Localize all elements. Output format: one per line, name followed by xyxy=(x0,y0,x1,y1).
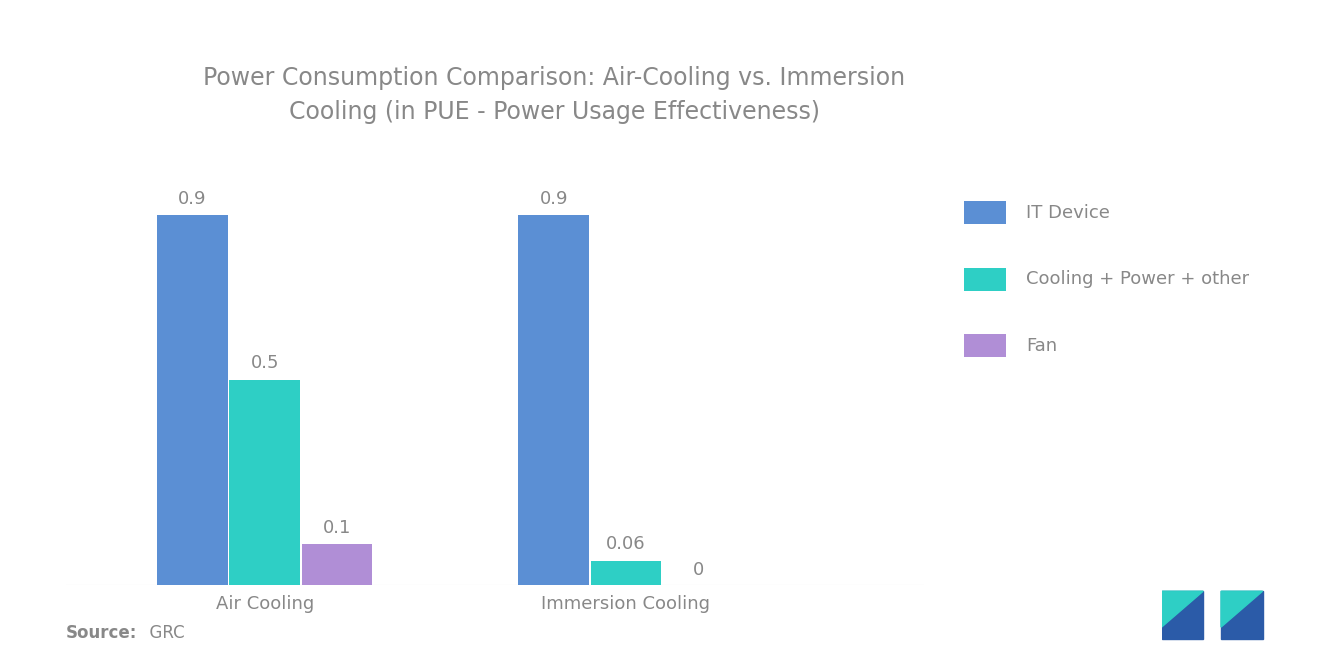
Text: 0: 0 xyxy=(693,561,704,579)
Text: GRC: GRC xyxy=(139,624,185,642)
Polygon shape xyxy=(1162,591,1203,639)
Bar xyxy=(301,544,372,585)
Text: 0.06: 0.06 xyxy=(606,535,645,553)
Text: Cooling + Power + other: Cooling + Power + other xyxy=(1027,270,1250,289)
Text: 0.9: 0.9 xyxy=(540,190,568,208)
Polygon shape xyxy=(1221,591,1262,639)
Text: Power Consumption Comparison: Air-Cooling vs. Immersion
Cooling (in PUE - Power : Power Consumption Comparison: Air-Coolin… xyxy=(203,66,906,124)
Text: IT Device: IT Device xyxy=(1027,203,1110,222)
Bar xyxy=(590,561,661,585)
Text: Fan: Fan xyxy=(1027,336,1057,355)
Text: 0.9: 0.9 xyxy=(178,190,207,208)
Text: Source:: Source: xyxy=(66,624,137,642)
Bar xyxy=(230,380,300,585)
Text: 0.5: 0.5 xyxy=(251,354,279,372)
Text: 0.1: 0.1 xyxy=(323,519,351,537)
Bar xyxy=(157,215,228,585)
Bar xyxy=(519,215,589,585)
Polygon shape xyxy=(1162,591,1203,627)
Polygon shape xyxy=(1221,591,1262,627)
